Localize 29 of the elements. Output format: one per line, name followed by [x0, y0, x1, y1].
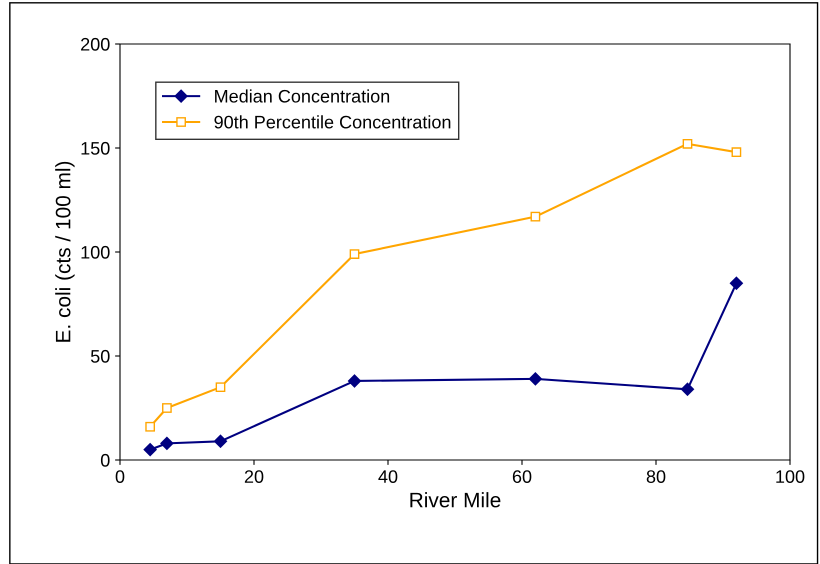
- y-tick-label: 200: [81, 38, 110, 51]
- point: [160, 436, 174, 450]
- x-axis-title: River Mile: [410, 492, 500, 508]
- point: [350, 249, 360, 259]
- x-tick-label: 40: [378, 470, 398, 483]
- x-tick-label: 80: [646, 470, 666, 483]
- point: [145, 422, 156, 432]
- point: [680, 382, 694, 396]
- point: [216, 382, 226, 392]
- point: [144, 443, 157, 456]
- point: [528, 372, 542, 386]
- legend-label: 90th Percentile Concentration: [214, 115, 450, 128]
- y-tick-label: 50: [90, 350, 110, 363]
- x-tick-label: 20: [244, 470, 264, 483]
- y-tick-label: 0: [100, 454, 110, 467]
- point: [348, 374, 362, 388]
- x-tick-label: 0: [116, 470, 124, 483]
- point: [682, 138, 692, 149]
- x-tick-label: 60: [512, 470, 532, 483]
- y-tick-label: 100: [82, 246, 110, 259]
- point: [732, 147, 742, 158]
- point: [730, 276, 743, 290]
- y-axis-title: E. coli (cts / 100 ml): [55, 162, 75, 342]
- point: [214, 434, 228, 448]
- point: [530, 212, 540, 222]
- legend-label: Median Concentration: [215, 89, 390, 103]
- y-tick-label: 150: [82, 142, 110, 155]
- x-tick-label: 100: [776, 470, 804, 483]
- point: [162, 403, 172, 413]
